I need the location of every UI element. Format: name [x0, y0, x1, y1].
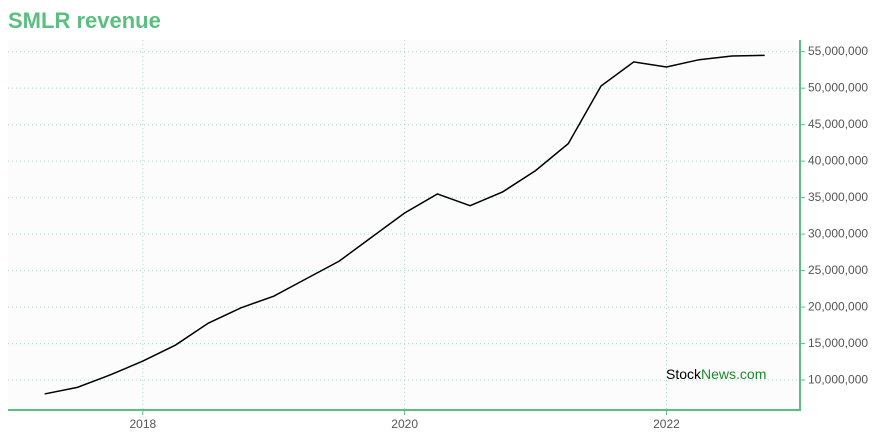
x-tick-label: 2020 — [391, 417, 418, 431]
y-tick-label: 20,000,000 — [808, 299, 868, 313]
y-tick-label: 15,000,000 — [808, 336, 868, 350]
y-tick-label: 35,000,000 — [808, 190, 868, 204]
y-tick-label: 45,000,000 — [808, 117, 868, 131]
x-tick-label: 2022 — [653, 417, 680, 431]
y-tick-label: 50,000,000 — [808, 80, 868, 94]
y-tick-label: 30,000,000 — [808, 226, 868, 240]
y-tick-label: 10,000,000 — [808, 372, 868, 386]
chart-title: SMLR revenue — [8, 8, 161, 33]
watermark-suffix: News.com — [701, 366, 766, 382]
y-tick-label: 25,000,000 — [808, 263, 868, 277]
y-tick-label: 55,000,000 — [808, 44, 868, 58]
y-tick-label: 40,000,000 — [808, 153, 868, 167]
plot-area — [8, 40, 800, 410]
watermark: StockNews.com — [666, 366, 766, 382]
watermark-prefix: Stock — [666, 366, 702, 382]
line — [44, 54, 765, 395]
x-tick-label: 2018 — [129, 417, 156, 431]
